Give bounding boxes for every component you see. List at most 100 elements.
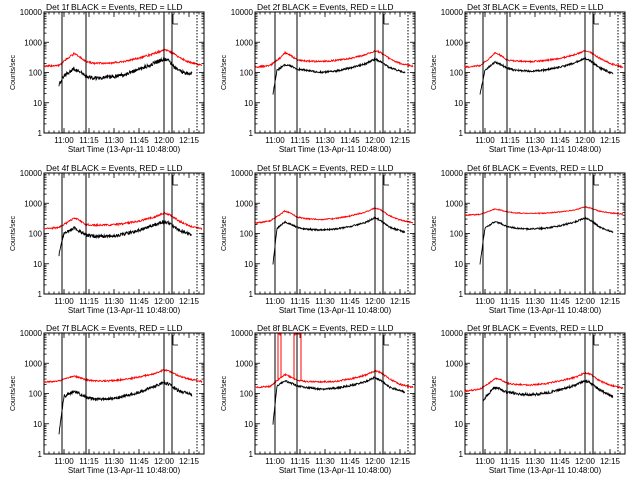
y-tick-label: 10 <box>33 99 42 108</box>
y-tick-label: 1000 <box>445 199 463 208</box>
y-tick-label: 1000 <box>235 199 253 208</box>
panel-title: Det 3f BLACK = Events, RED = LLD <box>467 2 604 12</box>
x-tick-label: 12:15 <box>600 457 621 466</box>
x-axis-label: Start Time (13-Apr-11 10:48:00) <box>68 145 181 154</box>
y-tick-label: 1000 <box>24 38 42 47</box>
series-lld-line <box>43 211 203 231</box>
y-tick-label: 1000 <box>24 359 42 368</box>
x-tick-label: 12:15 <box>600 297 621 306</box>
y-axis-label: Counts/sec <box>431 375 438 411</box>
y-tick-label: 1 <box>249 290 254 299</box>
panel-2: Det 2f BLACK = Events, RED = LLD 1 10 100 10… <box>221 2 416 154</box>
series-events-line <box>58 379 193 435</box>
x-tick-label: 11:15 <box>290 136 310 145</box>
marker-flag <box>593 14 599 25</box>
x-tick-label: 12:00 <box>154 297 175 306</box>
panel-1: Det 1f BLACK = Events, RED = LLD 1 10 100 10… <box>10 2 205 154</box>
x-tick-label: 12:00 <box>365 297 386 306</box>
series-events-line <box>58 56 193 87</box>
y-axis-label: Counts/sec <box>431 54 438 90</box>
x-axis-label: Start Time (13-Apr-11 10:48:00) <box>279 306 392 315</box>
y-tick-label: 100 <box>29 230 43 239</box>
y-tick-label: 10 <box>244 99 253 108</box>
marker-flag <box>593 175 599 186</box>
x-axis-label: Start Time (13-Apr-11 10:48:00) <box>279 145 392 154</box>
y-tick-label: 1000 <box>445 38 463 47</box>
series-lld-line <box>43 368 203 384</box>
x-axis-label: Start Time (13-Apr-11 10:48:00) <box>68 306 181 315</box>
series-events-line <box>482 379 614 402</box>
y-tick-label: 10 <box>33 420 42 429</box>
plot-frame <box>464 11 626 134</box>
series-events-line <box>272 56 406 95</box>
panel-title: Det 2f BLACK = Events, RED = LLD <box>257 2 394 12</box>
x-tick-label: 11:15 <box>290 297 310 306</box>
x-tick-label: 12:15 <box>179 297 200 306</box>
y-tick-label: 100 <box>240 69 254 78</box>
y-tick-label: 100 <box>240 230 254 239</box>
panel-6: Det 6f BLACK = Events, RED = LLD 1 10 100 10… <box>431 163 626 315</box>
y-tick-label: 100 <box>240 390 254 399</box>
x-tick-label: 12:00 <box>154 136 175 145</box>
x-tick-label: 11:30 <box>525 136 545 145</box>
panel-title: Det 7f BLACK = Events, RED = LLD <box>46 323 183 333</box>
series-events-line <box>479 215 614 265</box>
x-tick-label: 11:15 <box>290 457 310 466</box>
x-tick-label: 11:45 <box>550 457 570 466</box>
panel-title: Det 8f BLACK = Events, RED = LLD <box>257 323 394 333</box>
y-tick-label: 10 <box>454 260 463 269</box>
x-tick-label: 11:15 <box>500 457 520 466</box>
plot-frame <box>254 11 416 134</box>
panel-title: Det 1f BLACK = Events, RED = LLD <box>46 2 183 12</box>
series-lld-line <box>464 372 624 393</box>
y-tick-label: 100 <box>450 69 464 78</box>
x-tick-label: 12:00 <box>575 457 596 466</box>
series-lld-line <box>254 49 414 69</box>
x-tick-label: 12:15 <box>390 297 411 306</box>
y-tick-label: 10 <box>244 420 253 429</box>
marker-flag <box>172 175 178 186</box>
y-tick-label: 10000 <box>441 169 464 178</box>
panel-4: Det 4f BLACK = Events, RED = LLD 1 10 100 10… <box>10 163 205 315</box>
panel-title: Det 6f BLACK = Events, RED = LLD <box>467 163 604 173</box>
y-axis-label: Counts/sec <box>221 215 228 251</box>
y-tick-label: 1 <box>38 290 43 299</box>
panel-7: Det 7f BLACK = Events, RED = LLD 1 10 100 10… <box>10 323 205 475</box>
series-events-line <box>479 56 614 95</box>
x-tick-label: 11:30 <box>315 136 335 145</box>
marker-flag <box>172 335 178 346</box>
series-events-line <box>272 216 406 265</box>
x-axis-label: Start Time (13-Apr-11 10:48:00) <box>489 466 602 475</box>
x-axis-label: Start Time (13-Apr-11 10:48:00) <box>489 145 602 154</box>
x-tick-label: 11:45 <box>550 136 570 145</box>
x-tick-label: 12:00 <box>154 457 175 466</box>
x-tick-label: 11:45 <box>340 457 360 466</box>
panel-title: Det 4f BLACK = Events, RED = LLD <box>46 163 183 173</box>
marker-flag <box>383 335 389 346</box>
y-tick-label: 100 <box>450 390 464 399</box>
x-tick-label: 11:30 <box>525 457 545 466</box>
x-tick-label: 11:45 <box>340 297 360 306</box>
x-tick-label: 11:15 <box>79 136 99 145</box>
y-tick-label: 1 <box>249 129 254 138</box>
x-tick-label: 11:30 <box>104 136 124 145</box>
x-tick-label: 11:45 <box>340 136 360 145</box>
x-tick-label: 11:45 <box>550 297 570 306</box>
x-tick-label: 11:15 <box>79 457 99 466</box>
x-tick-label: 11:45 <box>129 136 149 145</box>
y-tick-label: 10000 <box>231 169 254 178</box>
y-axis-label: Counts/sec <box>431 215 438 251</box>
plot-frame <box>464 172 626 295</box>
y-axis-label: Counts/sec <box>221 54 228 90</box>
y-axis-label: Counts/sec <box>10 215 17 251</box>
marker-flag <box>593 335 599 346</box>
y-axis-label: Counts/sec <box>10 54 17 90</box>
y-tick-label: 10000 <box>441 329 464 338</box>
x-tick-label: 11:00 <box>475 136 495 145</box>
plot-frame <box>254 332 416 455</box>
y-tick-label: 10000 <box>20 169 43 178</box>
y-tick-label: 10 <box>33 260 42 269</box>
series-lld-line <box>464 49 624 69</box>
x-axis-label: Start Time (13-Apr-11 10:48:00) <box>279 466 392 475</box>
y-tick-label: 1 <box>459 290 464 299</box>
